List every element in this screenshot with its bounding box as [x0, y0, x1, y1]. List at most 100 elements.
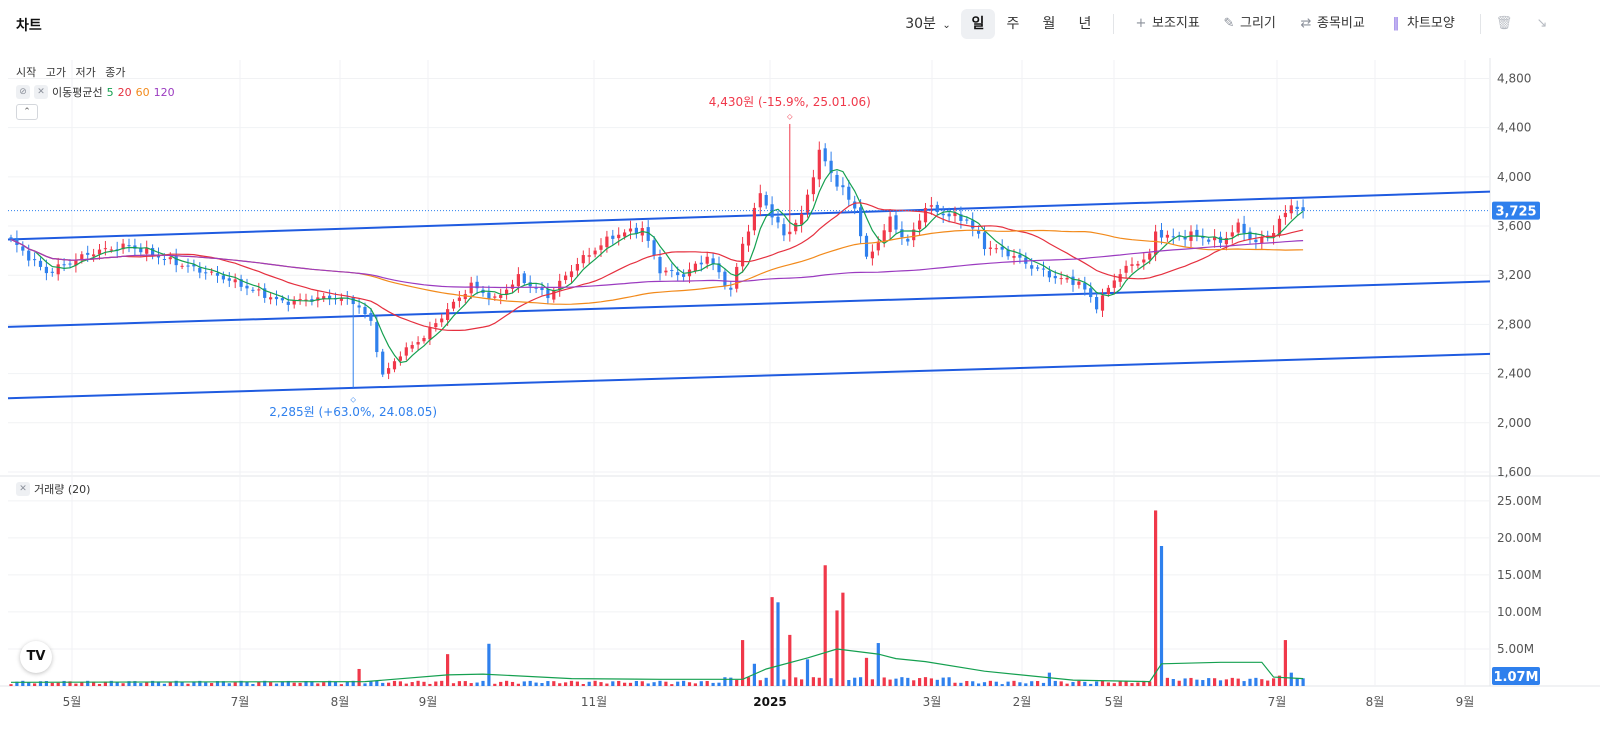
candle-body: [800, 213, 804, 225]
low-arrow: ⬦: [350, 395, 356, 404]
volume-bar: [481, 680, 485, 686]
volume-bar: [215, 681, 220, 686]
candle-body: [339, 297, 343, 301]
draw-button[interactable]: ✎ 그리기: [1222, 9, 1276, 39]
volume-bar: [558, 683, 562, 686]
chart-style-button[interactable]: ‖ 차트모양: [1389, 9, 1455, 39]
candle-body: [723, 271, 727, 287]
volume-bar: [463, 681, 467, 686]
tab-month[interactable]: 월: [1042, 16, 1056, 32]
volume-bar: [782, 679, 786, 686]
candle-body: [1065, 277, 1069, 280]
tab-week[interactable]: 주: [1006, 16, 1020, 32]
volume-bar: [870, 679, 874, 686]
volume-bar: [345, 681, 349, 686]
candle-body: [534, 287, 538, 289]
volume-bar: [62, 680, 66, 686]
candle-body: [564, 275, 568, 281]
candle-body: [1130, 264, 1134, 266]
volume-bar: [398, 681, 402, 686]
tab-year[interactable]: 년: [1078, 16, 1092, 32]
volume-tick-label: 15.00M: [1497, 568, 1542, 582]
candle-body: [375, 322, 379, 353]
volume-bar: [127, 681, 131, 686]
volume-bar: [286, 680, 290, 686]
volume-bar: [1095, 681, 1099, 686]
volume-bar: [428, 683, 432, 686]
eye-off-icon[interactable]: ⊘: [16, 85, 30, 99]
ma-120-label: 120: [153, 85, 175, 99]
collapse-icon[interactable]: ↘: [1536, 16, 1548, 31]
volume-bar: [676, 681, 680, 686]
volume-bar: [587, 681, 591, 686]
volume-bar: [1065, 683, 1069, 686]
candle-body: [9, 237, 13, 240]
close-icon[interactable]: ✕: [34, 85, 48, 99]
volume-bar: [1036, 681, 1040, 686]
candle-body: [434, 323, 438, 328]
candle-body: [292, 300, 296, 305]
candle-body: [257, 289, 261, 291]
volume-bar: [339, 684, 343, 686]
volume-bar: [186, 683, 190, 686]
volume-bar: [86, 680, 90, 686]
volume-bar: [652, 682, 656, 686]
volume-bar: [369, 681, 373, 686]
x-tick-label: 5월: [1105, 695, 1124, 709]
volume-bar: [310, 681, 314, 686]
volume-bar: [351, 680, 355, 686]
volume-bar: [935, 679, 939, 686]
x-tick-label: 8월: [1366, 695, 1385, 709]
volume-bar: [1289, 672, 1293, 686]
interval-dropdown[interactable]: 30분 ⌄: [902, 9, 954, 39]
price-legend: 시작 고가 저가 종가 ⊘ ✕ 이동평균선 5 20 60 120 ⌃: [16, 64, 175, 120]
tradingview-logo[interactable]: TV: [20, 641, 52, 673]
legend-low: 저가: [75, 66, 96, 79]
candle-body: [263, 288, 267, 298]
volume-bar: [174, 680, 178, 686]
volume-bar: [953, 682, 957, 686]
page-title: 차트: [16, 18, 42, 34]
candle-body: [422, 338, 426, 342]
volume-bar: [180, 681, 184, 686]
candle-body: [729, 287, 733, 290]
candle-body: [304, 299, 308, 301]
candle-body: [1089, 288, 1093, 298]
header-divider: [1113, 14, 1114, 34]
volume-bar: [292, 682, 296, 686]
volume-bar: [168, 681, 172, 686]
y-tick-label: 2,400: [1497, 367, 1531, 381]
candle-body: [269, 297, 273, 300]
volume-bar: [1148, 681, 1152, 686]
candle-body: [776, 216, 780, 223]
compare-button[interactable]: ⇄ 종목비교: [1299, 9, 1365, 39]
volume-bar: [829, 678, 833, 686]
volume-bar: [1236, 678, 1240, 686]
volume-bar: [912, 680, 916, 686]
candle-body: [363, 307, 367, 315]
candle-body: [469, 282, 473, 294]
indicator-button[interactable]: + 보조지표: [1134, 9, 1200, 39]
volume-bar: [959, 682, 963, 686]
trash-icon[interactable]: 🗑: [1495, 16, 1513, 31]
candle-body: [652, 240, 656, 256]
tab-day[interactable]: 일: [961, 9, 995, 39]
chevron-up-icon[interactable]: ⌃: [16, 104, 38, 120]
volume-bar: [1083, 681, 1087, 686]
y-tick-label: 4,800: [1497, 71, 1531, 85]
volume-bar: [717, 682, 721, 686]
volume-bar: [493, 683, 497, 686]
candle-body: [1154, 231, 1158, 255]
volume-bar: [1201, 680, 1205, 686]
volume-bar: [741, 640, 745, 686]
candle-body: [92, 254, 96, 257]
candle-body: [870, 251, 874, 259]
volume-bar: [1254, 677, 1258, 686]
volume-bar: [145, 682, 149, 686]
candle-body: [251, 289, 255, 291]
close-icon[interactable]: ✕: [16, 482, 30, 496]
volume-bar: [269, 682, 273, 686]
candle-body: [611, 235, 615, 239]
high-arrow: ⬦: [787, 112, 793, 121]
